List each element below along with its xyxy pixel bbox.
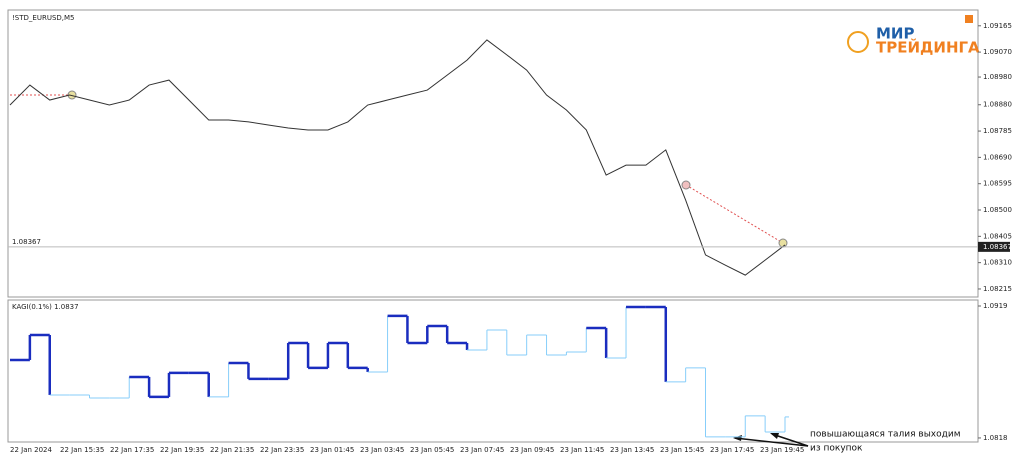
trade-line xyxy=(685,184,784,244)
price-panel xyxy=(7,9,979,298)
logo-icon xyxy=(847,31,869,53)
logo-bottom: ТРЕЙДИНГА xyxy=(876,38,980,57)
x-tick-label: 23 Jan 05:45 xyxy=(410,446,454,454)
price-line xyxy=(9,39,786,276)
arrow-head xyxy=(733,435,742,441)
annotation: повышающаяся талия выходим xyxy=(810,430,961,440)
current-price-label: 1.08367 xyxy=(12,238,41,246)
arrow xyxy=(734,437,809,447)
x-tick-label: 23 Jan 17:45 xyxy=(710,446,754,454)
alert-icon xyxy=(965,15,973,23)
x-tick-label: 22 Jan 21:35 xyxy=(210,446,254,454)
trade-marker xyxy=(681,180,691,190)
y-tick-label: 1.0919 xyxy=(983,302,1008,310)
x-tick-label: 22 Jan 2024 xyxy=(10,446,53,454)
x-tick-label: 23 Jan 11:45 xyxy=(560,446,604,454)
indicator-title: KAGI(0.1%) 1.0837 xyxy=(12,303,79,311)
x-tick-label: 22 Jan 19:35 xyxy=(160,446,204,454)
x-tick-label: 22 Jan 23:35 xyxy=(260,446,304,454)
x-tick-label: 23 Jan 03:45 xyxy=(360,446,404,454)
x-tick-label: 23 Jan 09:45 xyxy=(510,446,554,454)
trade-marker xyxy=(778,238,788,248)
current-price-box xyxy=(978,241,1010,252)
x-tick-label: 23 Jan 01:45 xyxy=(310,446,354,454)
symbol-title: !STD_EURUSD,M5 xyxy=(12,14,75,22)
y-tick-label: 1.08980 xyxy=(983,73,1012,81)
y-tick-label: 1.09070 xyxy=(983,48,1012,56)
y-tick-label: 1.08405 xyxy=(983,232,1012,240)
y-tick-label: 1.08215 xyxy=(983,285,1012,293)
y-tick-label: 1.08880 xyxy=(983,101,1012,109)
annotation: из покупок xyxy=(810,444,863,454)
x-tick-label: 22 Jan 17:35 xyxy=(110,446,154,454)
y-tick-label: 1.08785 xyxy=(983,127,1012,135)
y-tick-label: 1.08690 xyxy=(983,153,1012,161)
logo-top: МИР xyxy=(876,25,914,43)
arrow-head xyxy=(770,433,779,439)
current-price-label: 1.08367 xyxy=(983,243,1012,251)
indicator-panel xyxy=(7,299,979,443)
y-tick-label: 1.0818 xyxy=(983,434,1008,442)
x-tick-label: 23 Jan 13:45 xyxy=(610,446,654,454)
y-tick-label: 1.09165 xyxy=(983,22,1012,30)
y-tick-label: 1.08500 xyxy=(983,206,1012,214)
y-tick-label: 1.08310 xyxy=(983,259,1012,267)
x-tick-label: 23 Jan 15:45 xyxy=(660,446,704,454)
y-tick-label: 1.08595 xyxy=(983,180,1012,188)
x-tick-label: 22 Jan 15:35 xyxy=(60,446,104,454)
x-tick-label: 23 Jan 07:45 xyxy=(460,446,504,454)
x-tick-label: 23 Jan 19:45 xyxy=(760,446,804,454)
